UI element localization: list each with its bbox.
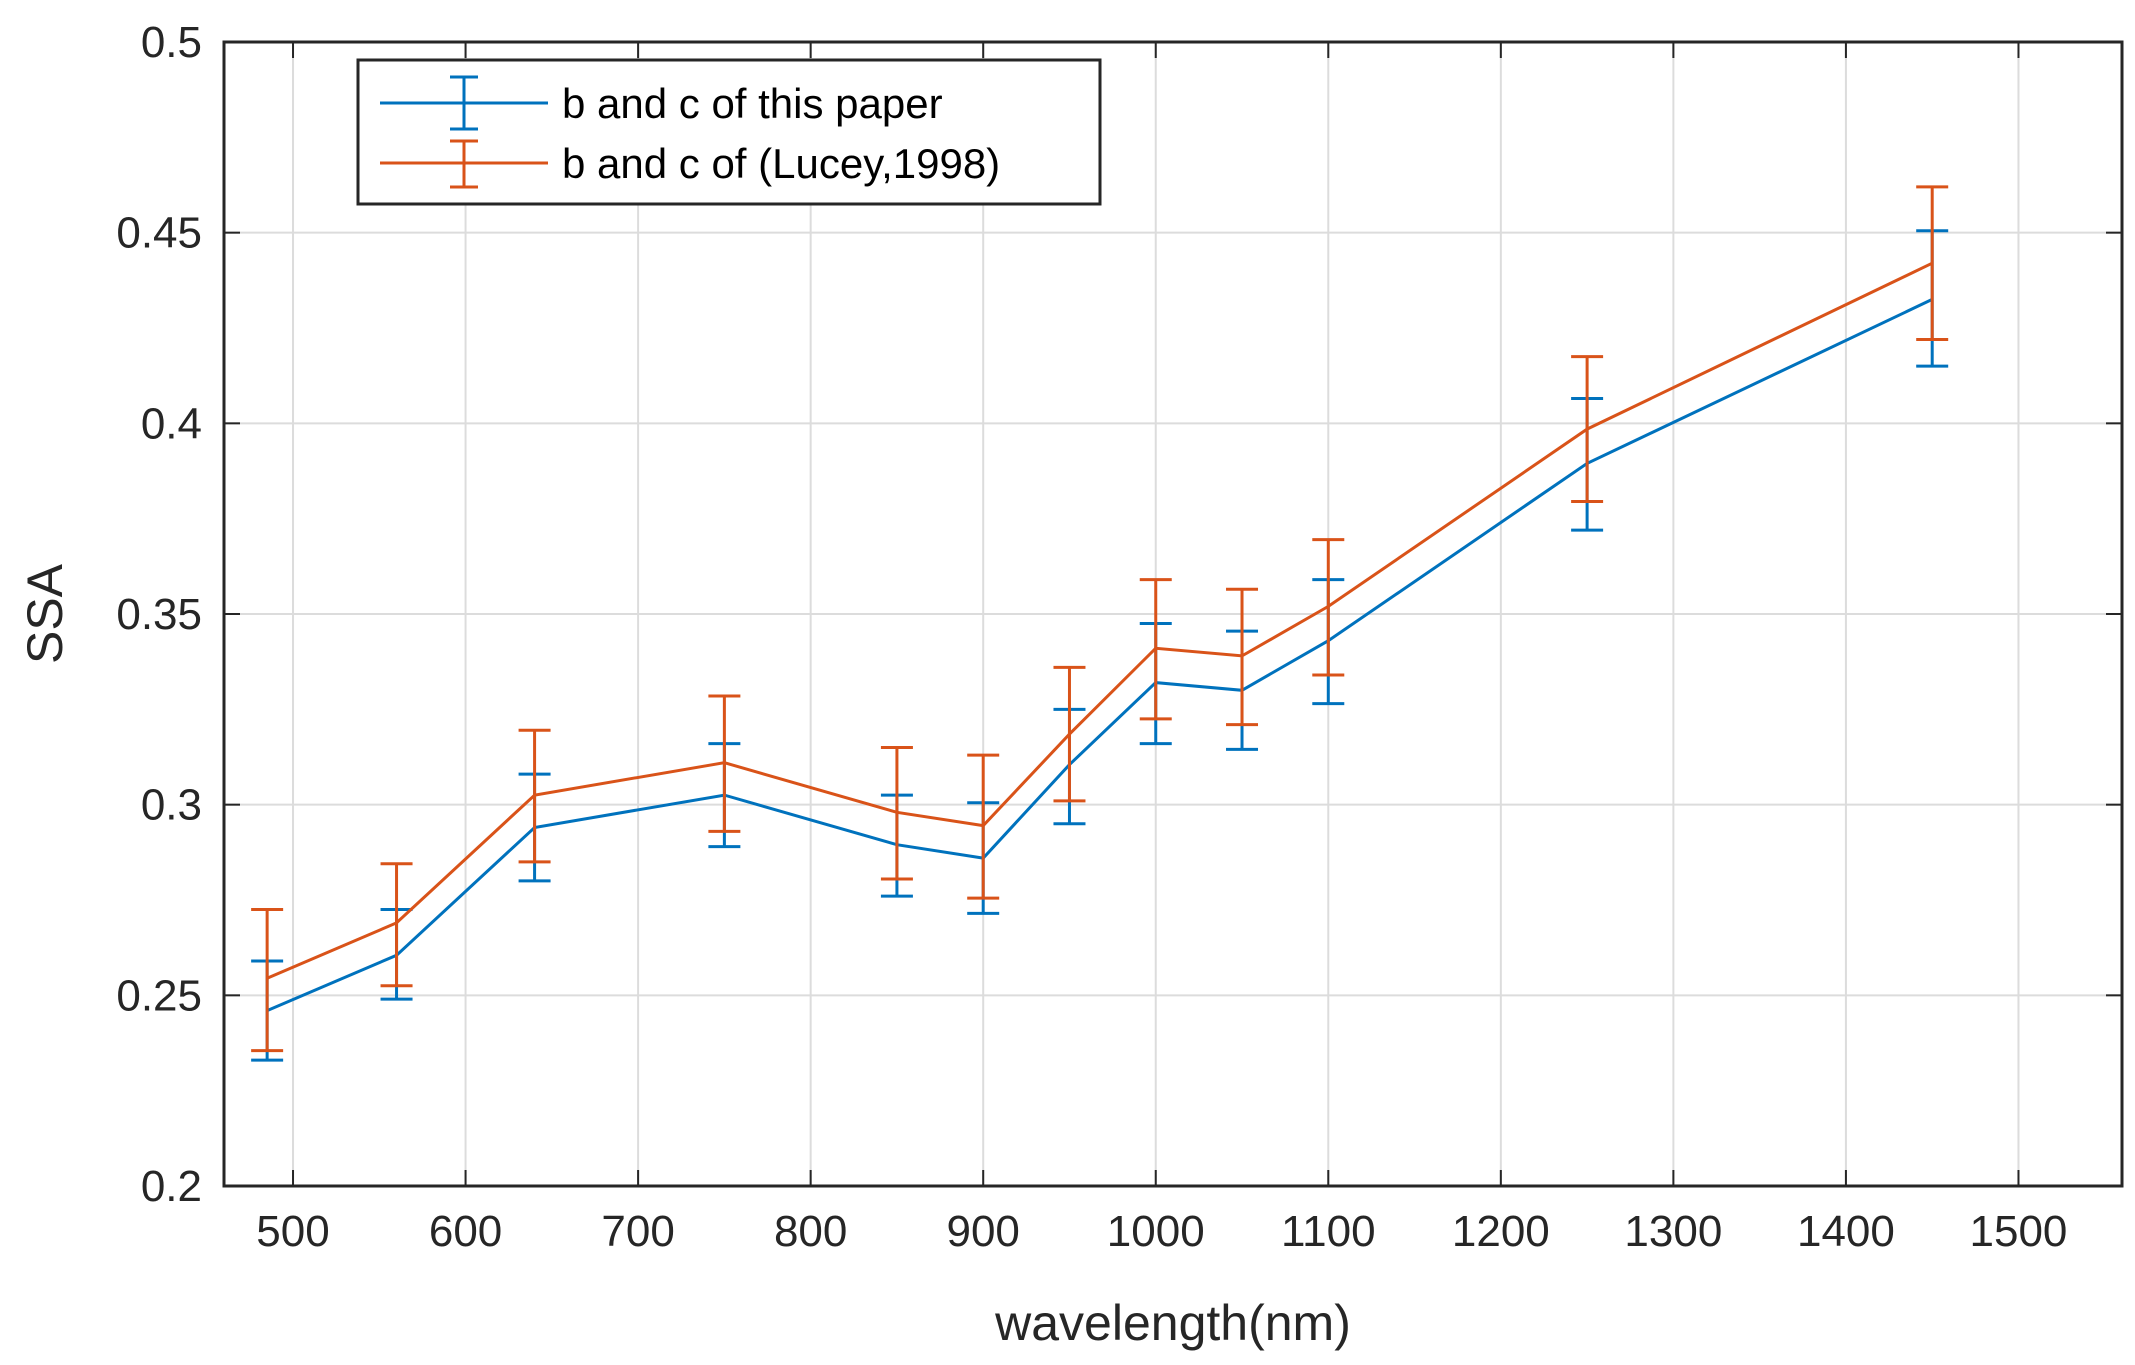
series-line-2 [266,261,1933,980]
y-tick-label: 0.2 [141,1162,202,1211]
x-tick-label: 700 [601,1207,674,1256]
x-tick-label: 1500 [1970,1207,2068,1256]
plot-frame [222,40,2124,1188]
x-tick-label: 900 [946,1207,1019,1256]
series-2 [251,185,1949,1053]
x-tick-label: 1100 [1281,1207,1376,1256]
y-tick-label: 0.25 [116,971,202,1020]
x-tick-label: 1400 [1797,1207,1895,1256]
legend-label-1: b and c of this paper [562,80,943,127]
y-tick-label: 0.5 [141,18,202,67]
series-layer [251,185,1949,1062]
x-tick-label: 500 [256,1207,329,1256]
x-axis-label: wavelength(nm) [994,1295,1351,1351]
legend: b and c of this paper b and c of (Lucey,… [356,58,1102,206]
y-tick-label: 0.4 [141,399,202,448]
legend-label-2: b and c of (Lucey,1998) [562,140,1000,187]
y-tick-label: 0.3 [141,781,202,830]
legend-item-1: b and c of this paper [380,75,943,131]
x-tick-label: 1200 [1452,1207,1550,1256]
x-tick-label: 1000 [1107,1207,1205,1256]
y-axis-label: SSA [17,563,73,664]
grid [224,41,2122,1187]
y-tick-label: 0.45 [116,209,202,258]
x-tick-label: 600 [429,1207,502,1256]
tick-labels: 500 600 700 800 900 1000 1100 1200 1300 1400 1500 0… [116,18,2067,1256]
series-line-1 [266,298,1933,1012]
x-tick-label: 800 [774,1207,847,1256]
legend-item-2: b and c of (Lucey,1998) [380,139,1000,189]
x-tick-label: 1300 [1624,1207,1722,1256]
y-tick-label: 0.35 [116,590,202,639]
legend-box [356,58,1102,206]
